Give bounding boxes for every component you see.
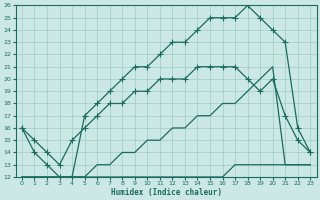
X-axis label: Humidex (Indice chaleur): Humidex (Indice chaleur) [111, 188, 221, 197]
